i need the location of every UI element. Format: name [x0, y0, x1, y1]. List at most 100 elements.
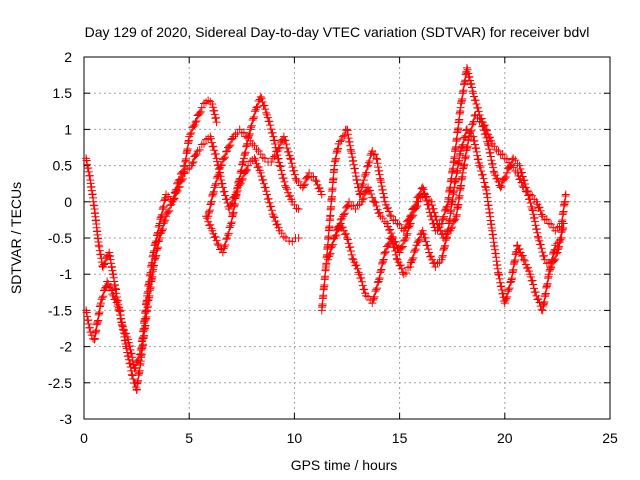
data-point-interp — [450, 216, 459, 225]
data-point-interp — [267, 206, 276, 215]
data-point — [281, 183, 290, 192]
data-point-interp — [416, 193, 425, 202]
data-point-interp — [245, 131, 254, 140]
data-point-interp — [489, 163, 498, 172]
data-point-interp — [507, 160, 516, 169]
data-point-interp — [150, 247, 159, 256]
data-point-interp — [85, 323, 94, 332]
data-point-interp — [210, 106, 219, 115]
data-point-interp — [495, 274, 504, 283]
data-point-interp — [343, 235, 352, 244]
data-point-interp — [511, 167, 520, 176]
data-point-interp — [365, 157, 374, 166]
data-point-interp — [173, 186, 182, 195]
data-point-interp — [82, 156, 91, 165]
data-point-interp — [397, 243, 406, 252]
data-point-interp — [235, 174, 244, 183]
data-point-interp — [556, 233, 565, 242]
data-point-interp — [325, 250, 334, 259]
data-point-interp — [442, 203, 451, 212]
data-point-interp — [164, 208, 173, 217]
data-point-interp — [133, 357, 142, 366]
data-point-interp — [379, 255, 388, 264]
y-tick-label: 2 — [64, 49, 72, 65]
data-point-interp — [161, 216, 170, 225]
data-point-interp — [391, 215, 400, 224]
data-point-interp — [183, 165, 192, 174]
data-point-interp — [537, 210, 546, 219]
data-point-interp — [468, 87, 477, 96]
data-point-interp — [496, 150, 505, 159]
data-point-interp — [530, 213, 539, 222]
data-point-interp — [364, 158, 373, 167]
data-point-interp — [278, 170, 287, 179]
data-point — [475, 161, 484, 170]
data-point — [561, 190, 570, 199]
data-point-interp — [210, 146, 219, 155]
data-point-interp — [409, 253, 418, 262]
data-point — [212, 154, 221, 163]
data-point-interp — [206, 220, 215, 229]
data-point-interp — [465, 72, 474, 81]
data-point-interp — [215, 165, 224, 174]
data-point-interp — [217, 160, 226, 169]
data-point-interp — [288, 163, 297, 172]
data-point-interp — [207, 199, 216, 208]
data-point-interp — [413, 202, 422, 211]
data-point-interp — [470, 92, 479, 101]
data-point-interp — [425, 195, 434, 204]
data-point-interp — [286, 191, 295, 200]
data-point-interp — [126, 345, 135, 354]
data-point-interp — [369, 197, 378, 206]
data-point-interp — [276, 162, 285, 171]
data-point-interp — [424, 245, 433, 254]
data-point — [223, 147, 232, 156]
data-point-interp — [239, 128, 248, 137]
data-point-interp — [225, 142, 234, 151]
data-point — [418, 226, 427, 235]
y-tick-label: -1.5 — [48, 302, 72, 318]
data-point-interp — [493, 174, 502, 183]
data-point-interp — [217, 176, 226, 185]
data-point-interp — [463, 65, 472, 74]
data-point-interp — [468, 119, 477, 128]
data-point-interp — [467, 79, 476, 88]
y-tick-labels: 2 1.5 1 0.5 0 -0.5 -1 -1.5 -2 -2.5 -3 — [48, 49, 72, 427]
data-point-interp — [385, 207, 394, 216]
data-point-interp — [375, 273, 384, 282]
data-point-interp — [435, 223, 444, 232]
data-point — [206, 132, 215, 141]
data-point — [256, 168, 265, 177]
data-point-interp — [537, 244, 546, 253]
data-point-interp — [208, 103, 217, 112]
data-point-interp — [367, 189, 376, 198]
data-point-interp — [357, 183, 366, 192]
data-point-interp — [372, 202, 381, 211]
data-point-interp — [333, 145, 342, 154]
data-point — [519, 255, 528, 264]
data-point-interp — [271, 139, 280, 148]
data-point-interp — [495, 181, 504, 190]
data-point-interp — [391, 237, 400, 246]
data-point-interp — [552, 249, 561, 258]
data-point-interp — [209, 189, 218, 198]
data-point-interp — [540, 215, 549, 224]
data-point-interp — [376, 174, 385, 183]
data-point-interp — [268, 210, 277, 219]
data-point — [180, 168, 189, 177]
data-point-interp — [412, 203, 421, 212]
data-point-interp — [350, 164, 359, 173]
data-point-interp — [372, 155, 381, 164]
data-point-interp — [349, 156, 358, 165]
data-point-interp — [377, 178, 386, 187]
data-point-interp — [480, 126, 489, 135]
data-point — [387, 212, 396, 221]
data-point — [208, 100, 217, 109]
data-point — [263, 190, 272, 199]
data-point-interp — [290, 166, 299, 175]
data-point-interp — [373, 159, 382, 168]
data-point — [355, 270, 364, 279]
data-point-interp — [344, 130, 353, 139]
data-point — [275, 161, 284, 170]
data-point-interp — [343, 126, 352, 135]
